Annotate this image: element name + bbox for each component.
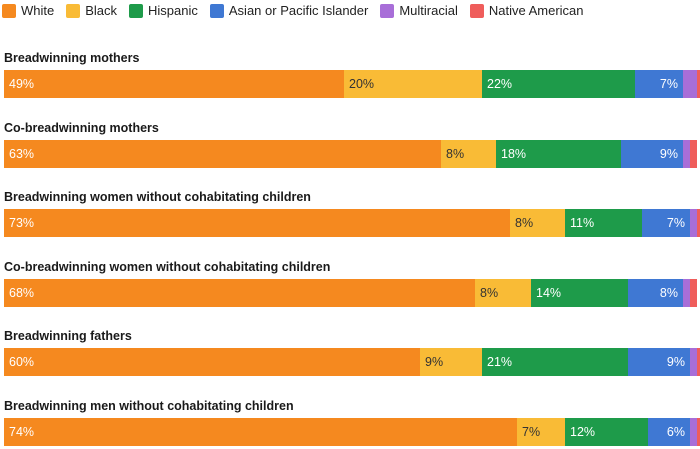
bar-segment-asian-or-pacific-islander: 6% [648, 417, 690, 446]
bar-segment-multiracial [683, 139, 690, 168]
data-label: 14% [536, 285, 562, 300]
data-label: 9% [425, 355, 444, 369]
bar-segment-black: 8% [475, 278, 531, 307]
data-label: 63% [9, 146, 35, 161]
bar-segment-multiracial [690, 348, 697, 376]
category-label: Breadwinning men without cohabitating ch… [4, 398, 294, 413]
bar-segment-hispanic: 22% [482, 70, 635, 98]
bar-segment-white: 68% [4, 278, 475, 307]
data-label: 7% [522, 424, 541, 439]
bar-segment-hispanic: 21% [482, 348, 628, 376]
bar-segment-black: 8% [441, 139, 496, 168]
stacked-bar: 63% 8% 18% 9% [4, 139, 697, 168]
bar-segment-asian-or-pacific-islander: 9% [628, 348, 690, 376]
bar-segment-black: 20% [344, 70, 482, 98]
data-label: 11% [570, 216, 595, 230]
data-label: 8% [480, 285, 499, 300]
legend-swatch [129, 3, 144, 18]
data-label: 7% [666, 216, 685, 230]
legend-label: White [21, 3, 55, 18]
legend-swatch [469, 3, 484, 18]
data-label: 7% [659, 77, 678, 91]
legend-item-native-american: Native American [469, 3, 584, 18]
stacked-bar: 60% 9% 21% 9% [4, 348, 700, 376]
stacked-bar: 74% 7% 12% 6% [4, 417, 700, 446]
legend-item-white: White [2, 3, 54, 18]
stacked-bar: 49% 20% 22% 7% [4, 70, 700, 98]
bar-segment-hispanic: 11% [565, 209, 642, 237]
data-label: 8% [659, 285, 678, 300]
data-label: 21% [487, 355, 513, 369]
category-label: Co-breadwinning women without cohabitati… [4, 259, 331, 274]
bar-segment-native-american [697, 348, 700, 376]
data-label: 18% [501, 146, 527, 161]
stacked-bar: 73% 8% 11% 7% [4, 209, 700, 237]
data-label: 12% [570, 424, 596, 439]
data-label: 9% [659, 146, 678, 161]
data-label: 49% [9, 77, 35, 91]
bar-segment-white: 60% [4, 348, 420, 376]
legend-swatch [2, 3, 16, 18]
bar-segment-black: 8% [510, 209, 565, 237]
category-label: Breadwinning mothers [4, 51, 140, 65]
bar-segment-hispanic: 18% [496, 139, 621, 168]
legend-swatch [380, 3, 395, 18]
bar-segment-native-american [690, 139, 697, 168]
bar-segment-multiracial [690, 209, 697, 237]
data-label: 6% [666, 424, 685, 439]
legend-swatch [209, 3, 224, 18]
legend-swatch [66, 3, 81, 18]
bar-segment-white: 74% [4, 417, 517, 446]
bar-segment-native-american [697, 70, 700, 98]
bar-segment-white: 73% [4, 209, 510, 237]
stacked-bar: 68% 8% 14% 8% [4, 278, 697, 307]
bar-segment-hispanic: 12% [565, 417, 648, 446]
data-label: 20% [349, 77, 375, 91]
data-label: 22% [487, 77, 513, 91]
bar-segment-asian-or-pacific-islander: 8% [628, 278, 683, 307]
bar-segment-native-american [697, 209, 700, 237]
legend-item-multiracial: Multiracial [380, 3, 458, 18]
data-label: 9% [666, 355, 685, 369]
data-label: 73% [9, 216, 35, 230]
data-label: 68% [9, 285, 35, 300]
legend: White Black Hispanic Asian or Pacific Islan… [2, 3, 596, 18]
data-label: 74% [9, 424, 35, 439]
data-label: 8% [446, 146, 465, 161]
bar-segment-black: 7% [517, 417, 565, 446]
legend-label: Asian or Pacific Islander [228, 3, 369, 18]
legend-label: Black [85, 3, 118, 18]
category-label: Breadwinning women without cohabitating … [4, 190, 311, 204]
bar-segment-native-american [697, 417, 700, 446]
legend-item-black: Black [66, 3, 117, 18]
bar-segment-black: 9% [420, 348, 482, 376]
bar-segment-white: 63% [4, 139, 441, 168]
legend-item-hispanic: Hispanic [129, 3, 198, 18]
bar-segment-multiracial [690, 417, 697, 446]
category-label: Co-breadwinning mothers [4, 120, 159, 135]
legend-label: Native American [488, 3, 584, 18]
legend-item-asian-or-pacific-islander: Asian or Pacific Islander [209, 3, 369, 18]
bar-segment-asian-or-pacific-islander: 7% [635, 70, 683, 98]
bar-segment-asian-or-pacific-islander: 7% [642, 209, 690, 237]
legend-label: Hispanic [148, 3, 198, 18]
data-label: 8% [515, 216, 534, 230]
data-label: 60% [9, 355, 35, 369]
bar-segment-asian-or-pacific-islander: 9% [621, 139, 683, 168]
bar-segment-native-american [690, 278, 697, 307]
bar-segment-multiracial [683, 70, 697, 98]
legend-label: Multiracial [399, 3, 458, 18]
bar-segment-multiracial [683, 278, 690, 307]
bar-segment-white: 49% [4, 70, 344, 98]
bar-segment-hispanic: 14% [531, 278, 628, 307]
category-label: Breadwinning fathers [4, 329, 132, 343]
